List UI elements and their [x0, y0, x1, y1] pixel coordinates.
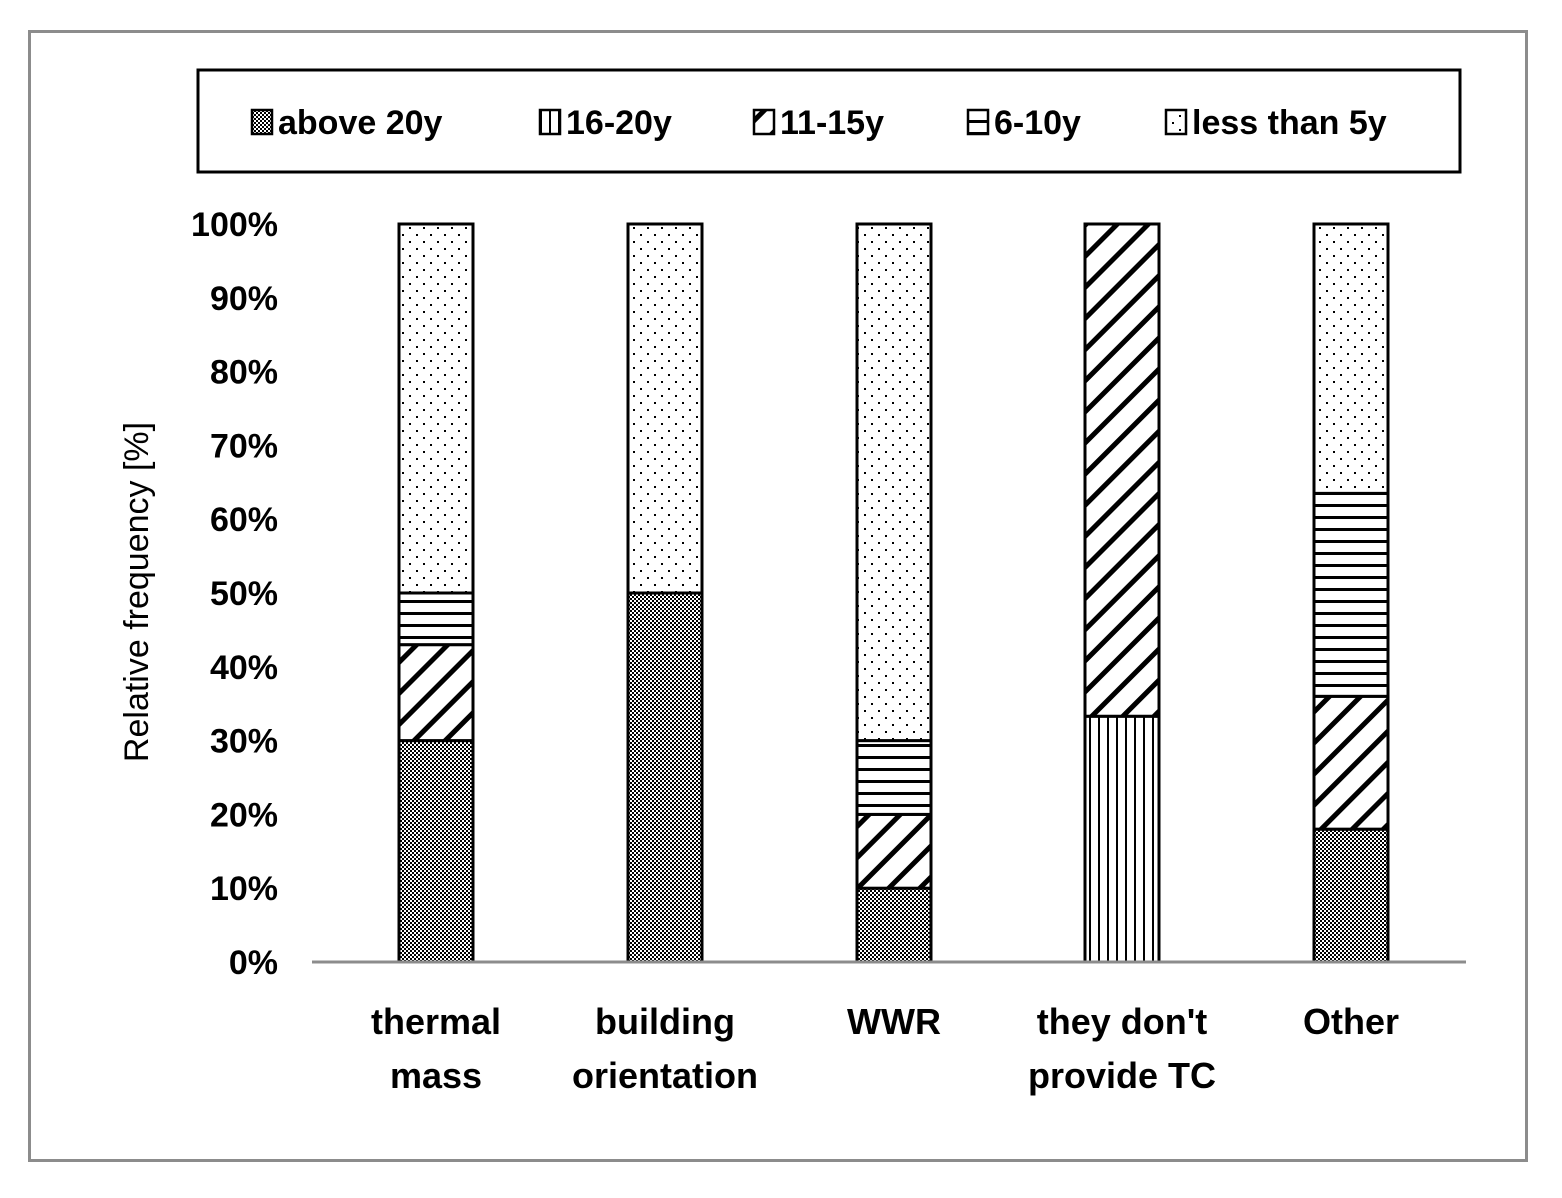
y-axis: 0% 10% 20% 30% 40% 50% 60% 70% 80% 90% 100%: [191, 206, 278, 982]
legend-label: 11-15y: [780, 104, 884, 142]
x-tick-label: WWR: [847, 1001, 941, 1042]
bar-segment-11-15y: [1083, 222, 1161, 718]
bar-thermal-mass: [397, 222, 475, 964]
x-tick-label: Other: [1303, 1001, 1399, 1042]
legend-label: above 20y: [278, 104, 443, 142]
x-tick-label: thermal mass: [371, 1001, 501, 1096]
legend-swatch: [966, 108, 990, 136]
bar-segment-less-than-5y: [1312, 222, 1390, 495]
bar-segment-16-20y: [1083, 714, 1161, 964]
legend-label: less than 5y: [1192, 104, 1387, 142]
bars: [397, 222, 1390, 964]
chart-frame: [28, 30, 1528, 1162]
x-tick-label: they don't provide TC: [1028, 1001, 1216, 1096]
legend: above 20y 16-20y 11-15y 6-10y less than 5y: [196, 68, 1462, 174]
y-tick-label: 60%: [210, 501, 278, 539]
bar-segment-above-20y: [1312, 827, 1390, 964]
legend-item-above-20y: above 20y: [250, 104, 443, 142]
legend-box: [196, 68, 1462, 174]
x-tick-label: building orientation: [572, 1001, 758, 1096]
bar-segment-6-10y: [1312, 491, 1390, 698]
bar-building-orientation: [626, 222, 704, 964]
legend-swatch: [538, 108, 562, 136]
bar-segment-above-20y: [397, 739, 475, 964]
bar-segment-less-than-5y: [397, 222, 475, 595]
bar-segment-11-15y: [855, 812, 933, 890]
x-axis: thermal mass building orientation WWR they do…: [371, 1001, 1399, 1096]
bar-segment-above-20y: [855, 886, 933, 964]
legend-swatch: [752, 108, 776, 136]
legend-label: 16-20y: [566, 104, 672, 142]
y-tick-label: 80%: [210, 354, 278, 392]
y-tick-label: 20%: [210, 796, 278, 834]
y-tick-label: 100%: [191, 206, 278, 244]
y-tick-label: 0%: [229, 944, 278, 982]
legend-swatch: [1164, 108, 1188, 136]
y-tick-label: 10%: [210, 870, 278, 908]
y-tick-label: 40%: [210, 649, 278, 687]
bar-segment-above-20y: [626, 591, 704, 964]
bar-segment-6-10y: [855, 739, 933, 816]
bar-wwr: [855, 222, 933, 964]
bar-other: [1312, 222, 1390, 964]
y-tick-label: 90%: [210, 280, 278, 318]
bar-segment-6-10y: [397, 591, 475, 647]
bar-segment-11-15y: [1312, 694, 1390, 831]
legend-swatch: [250, 108, 274, 136]
legend-item-6-10y: 6-10y: [966, 104, 1081, 142]
legend-item-11-15y: 11-15y: [752, 104, 884, 142]
y-tick-label: 30%: [210, 723, 278, 761]
bar-segment-less-than-5y: [855, 222, 933, 743]
y-tick-label: 50%: [210, 575, 278, 613]
bar-segment-less-than-5y: [626, 222, 704, 595]
legend-item-16-20y: 16-20y: [538, 104, 672, 142]
y-tick-label: 70%: [210, 427, 278, 465]
y-axis-title: Relative frequency [%]: [118, 422, 156, 762]
legend-label: 6-10y: [994, 104, 1081, 142]
legend-item-less-than-5y: less than 5y: [1164, 104, 1387, 142]
bar-segment-11-15y: [397, 643, 475, 743]
bar-they-don-t-provide-tc: [1083, 222, 1161, 964]
